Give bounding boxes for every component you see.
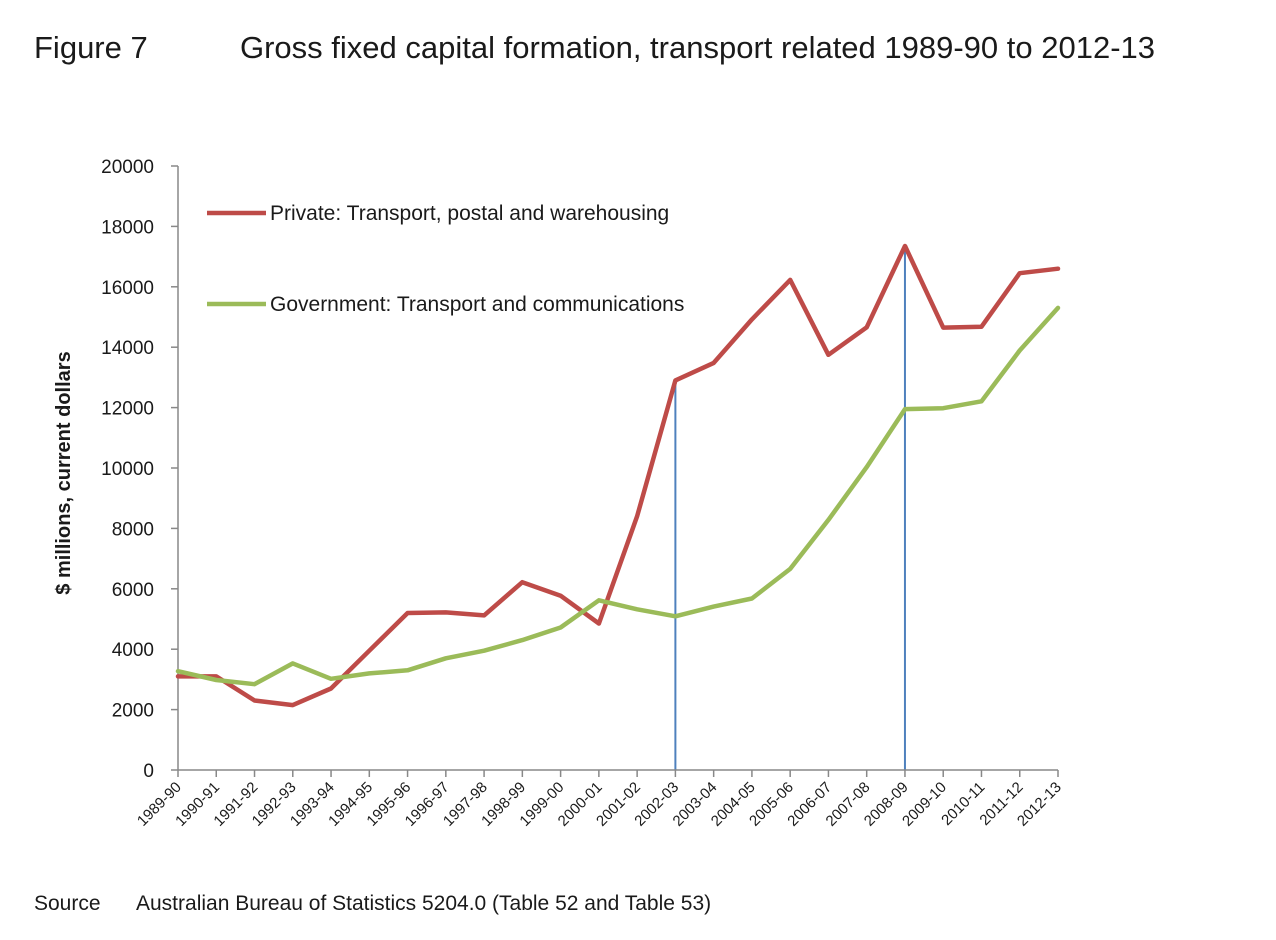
y-tick-label: 14000 [101,338,154,359]
y-tick-label: 6000 [112,580,154,601]
y-tick-label: 0 [143,761,154,782]
axes [177,166,1058,771]
y-tick-label: 12000 [101,399,154,420]
y-tick-label: 16000 [101,278,154,299]
legend-label-1: Government: Transport and communications [270,293,684,316]
source-label: Source [34,892,101,915]
chart-title: Gross fixed capital formation, transport… [240,30,1156,65]
series-lines [175,243,1061,708]
y-tick-label: 2000 [112,701,154,722]
y-tick-label: 10000 [101,459,154,480]
legend: Private: Transport, postal and warehousi… [207,202,684,316]
y-tick-label: 20000 [101,157,154,178]
y-tick-labels: 0 2000 4000 6000 8000 10000 12000 14000 16000 180… [101,157,178,782]
vertical-markers [674,246,906,770]
y-axis-label: $ millions, current dollars [53,351,75,594]
legend-label-0: Private: Transport, postal and warehousi… [270,202,669,225]
series-line-0 [175,243,1061,708]
figure-label: Figure 7 [34,30,148,65]
y-tick-label: 8000 [112,519,154,540]
source-text: Australian Bureau of Statistics 5204.0 (… [136,892,712,915]
y-tick-label: 18000 [101,217,154,238]
y-tick-label: 4000 [112,640,154,661]
series-line-1 [175,305,1061,687]
x-tick-labels: 1989-901990-911991-921992-931993-941994-… [134,770,1065,830]
